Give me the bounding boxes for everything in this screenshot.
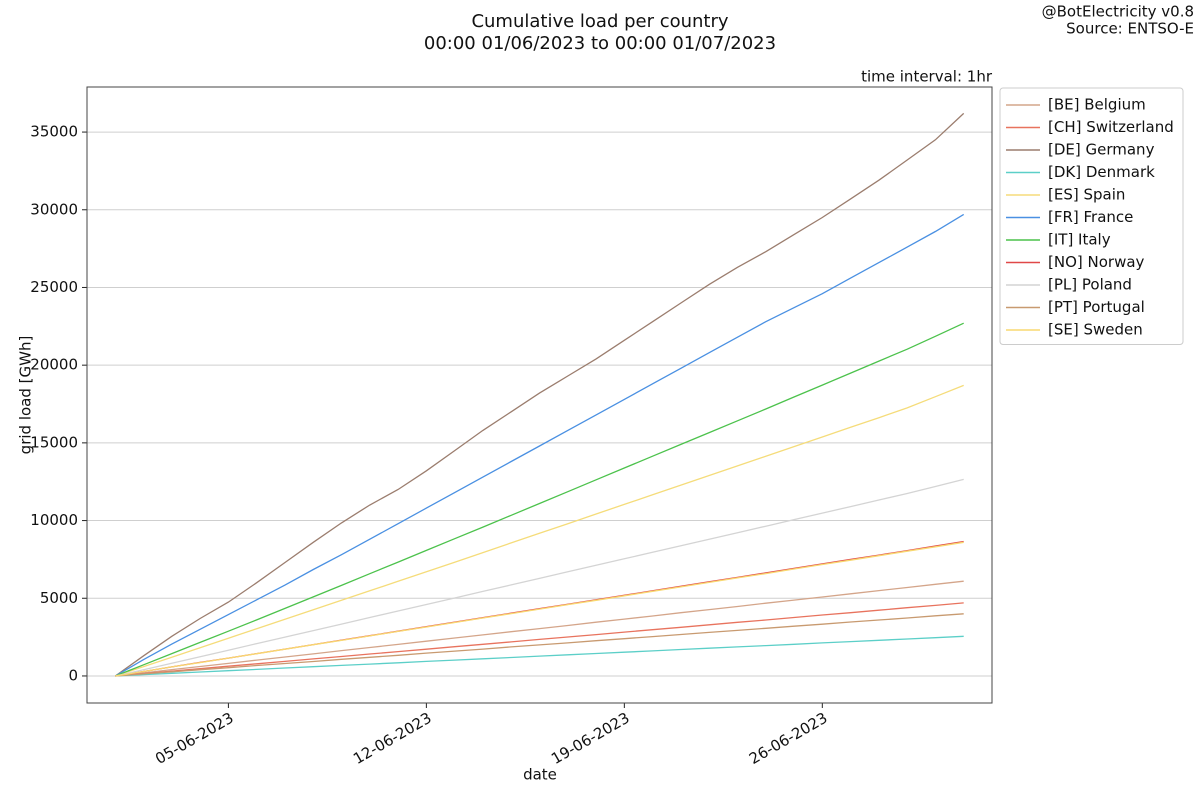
legend-label: [IT] Italy xyxy=(1048,231,1111,249)
series-line xyxy=(115,580,964,677)
y-tick-label: 25000 xyxy=(30,278,78,296)
series-line xyxy=(115,384,964,677)
annotation: Source: ENTSO-E xyxy=(1066,20,1194,38)
legend-label: [ES] Spain xyxy=(1048,186,1125,204)
x-tick-label: 05-06-2023 xyxy=(152,709,237,768)
y-tick-label: 0 xyxy=(68,666,78,684)
series-line xyxy=(115,602,964,677)
y-tick-label: 30000 xyxy=(30,200,78,218)
x-tick-label: 12-06-2023 xyxy=(350,709,435,768)
y-tick-label: 10000 xyxy=(30,511,78,529)
series-line xyxy=(115,635,964,677)
legend-label: [FR] France xyxy=(1048,208,1133,226)
legend-label: [BE] Belgium xyxy=(1048,96,1146,114)
annotation: @BotElectricity v0.8 xyxy=(1042,3,1194,21)
y-tick-label: 20000 xyxy=(30,356,78,374)
chart-subtitle: 00:00 01/06/2023 to 00:00 01/07/2023 xyxy=(424,33,776,54)
x-tick-label: 26-06-2023 xyxy=(746,709,831,768)
series-line xyxy=(114,112,965,677)
series-line xyxy=(115,322,964,677)
x-axis-label: date xyxy=(523,766,557,784)
legend-label: [NO] Norway xyxy=(1048,253,1145,271)
legend-label: [DE] Germany xyxy=(1048,141,1155,159)
annotation: time interval: 1hr xyxy=(861,68,993,86)
legend-label: [SE] Sweden xyxy=(1048,321,1143,339)
legend-label: [PT] Portugal xyxy=(1048,298,1145,316)
legend-box xyxy=(999,87,1184,345)
series-line xyxy=(115,541,964,677)
legend-label: [PL] Poland xyxy=(1048,276,1132,294)
series-line xyxy=(115,613,964,677)
y-tick-label: 5000 xyxy=(40,589,78,607)
x-tick-label: 19-06-2023 xyxy=(548,709,633,768)
series-line xyxy=(115,478,964,677)
series-line xyxy=(114,213,965,677)
y-axis-label: grid load [GWh] xyxy=(17,336,35,455)
legend-label: [CH] Switzerland xyxy=(1048,118,1174,136)
legend-label: [DK] Denmark xyxy=(1048,163,1155,181)
plot-frame xyxy=(86,86,993,704)
y-tick-label: 35000 xyxy=(30,123,78,141)
y-tick-label: 15000 xyxy=(30,433,78,451)
chart-title: Cumulative load per country xyxy=(471,11,728,32)
